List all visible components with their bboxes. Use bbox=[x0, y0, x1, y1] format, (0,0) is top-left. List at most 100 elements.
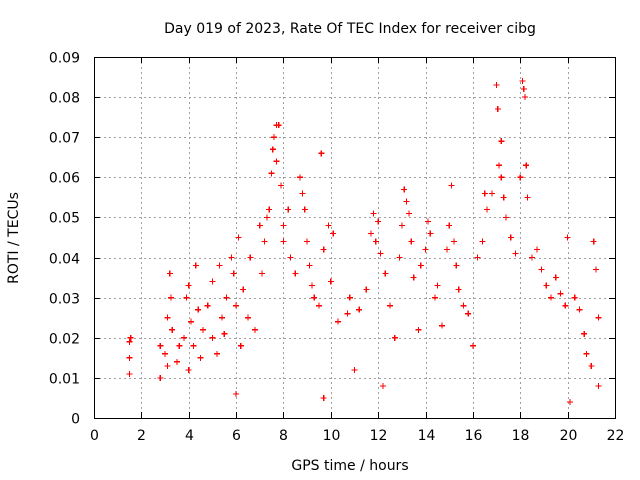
data-point bbox=[391, 334, 398, 341]
data-point bbox=[297, 174, 304, 181]
data-point bbox=[173, 358, 180, 365]
data-point bbox=[190, 342, 197, 349]
x-tick-label: 20 bbox=[560, 428, 578, 444]
data-point bbox=[325, 222, 332, 229]
data-point bbox=[188, 318, 195, 325]
data-point bbox=[424, 218, 431, 225]
data-point bbox=[268, 170, 275, 177]
data-point bbox=[252, 326, 259, 333]
x-tick-label: 8 bbox=[279, 428, 288, 444]
data-point bbox=[474, 254, 481, 261]
data-point bbox=[327, 278, 334, 285]
data-point bbox=[529, 254, 536, 261]
data-point bbox=[443, 246, 450, 253]
y-tick-label: 0.05 bbox=[49, 211, 80, 227]
data-point bbox=[396, 254, 403, 261]
data-point bbox=[157, 374, 164, 381]
data-points bbox=[126, 78, 602, 405]
data-point bbox=[280, 222, 287, 229]
data-point bbox=[204, 302, 211, 309]
y-tick-label: 0.01 bbox=[49, 372, 80, 388]
data-point bbox=[408, 238, 415, 245]
data-point bbox=[126, 354, 133, 361]
data-point bbox=[415, 326, 422, 333]
data-point bbox=[538, 266, 545, 273]
data-point bbox=[465, 310, 472, 317]
data-point bbox=[557, 290, 564, 297]
data-point bbox=[285, 206, 292, 213]
y-tick-label: 0.06 bbox=[49, 171, 80, 187]
y-tick-label: 0.08 bbox=[49, 91, 80, 107]
data-point bbox=[522, 94, 529, 101]
data-point bbox=[484, 206, 491, 213]
y-tick-label: 0.09 bbox=[49, 51, 80, 67]
y-tick-label: 0 bbox=[71, 412, 80, 428]
data-point bbox=[382, 270, 389, 277]
data-point bbox=[127, 334, 134, 341]
data-point bbox=[494, 106, 501, 113]
data-point bbox=[299, 190, 306, 197]
data-point bbox=[520, 86, 527, 93]
x-tick-label: 18 bbox=[512, 428, 530, 444]
data-point bbox=[372, 238, 379, 245]
x-tick-label: 12 bbox=[370, 428, 388, 444]
data-point bbox=[595, 314, 602, 321]
data-point bbox=[571, 294, 578, 301]
data-point bbox=[523, 162, 530, 169]
data-point bbox=[524, 194, 531, 201]
data-point bbox=[320, 394, 327, 401]
data-point bbox=[422, 246, 429, 253]
data-point bbox=[507, 234, 514, 241]
data-point bbox=[311, 294, 318, 301]
data-point bbox=[405, 210, 412, 217]
data-point bbox=[320, 246, 327, 253]
data-point bbox=[228, 254, 235, 261]
x-tick-label: 14 bbox=[418, 428, 436, 444]
data-point bbox=[401, 186, 408, 193]
gridlines bbox=[94, 57, 615, 418]
data-point bbox=[315, 302, 322, 309]
data-point bbox=[460, 302, 467, 309]
data-point bbox=[548, 294, 555, 301]
y-tick-label: 0.02 bbox=[49, 332, 80, 348]
data-point bbox=[235, 234, 242, 241]
plot-frame bbox=[94, 57, 616, 419]
data-point bbox=[304, 238, 311, 245]
data-point bbox=[519, 78, 526, 85]
data-point bbox=[417, 262, 424, 269]
data-point bbox=[588, 362, 595, 369]
data-point bbox=[199, 326, 206, 333]
data-point bbox=[344, 310, 351, 317]
data-point bbox=[503, 214, 510, 221]
data-point bbox=[195, 306, 202, 313]
data-point bbox=[593, 266, 600, 273]
data-point bbox=[185, 366, 192, 373]
data-point bbox=[197, 354, 204, 361]
data-point bbox=[221, 330, 228, 337]
data-point bbox=[469, 342, 476, 349]
x-tick-label: 2 bbox=[137, 428, 146, 444]
data-point bbox=[176, 342, 183, 349]
data-point bbox=[495, 162, 502, 169]
data-point bbox=[266, 206, 273, 213]
data-point bbox=[583, 350, 590, 357]
data-point bbox=[479, 238, 486, 245]
data-point bbox=[498, 174, 505, 181]
data-point bbox=[334, 318, 341, 325]
data-point bbox=[377, 250, 384, 257]
data-point bbox=[318, 150, 325, 157]
data-point bbox=[269, 146, 276, 153]
data-point bbox=[562, 302, 569, 309]
data-point bbox=[230, 270, 237, 277]
data-point bbox=[270, 134, 277, 141]
data-point bbox=[278, 182, 285, 189]
data-point bbox=[167, 294, 174, 301]
data-point bbox=[379, 382, 386, 389]
data-point bbox=[126, 338, 133, 345]
data-point bbox=[218, 314, 225, 321]
data-point bbox=[455, 286, 462, 293]
data-point bbox=[185, 282, 192, 289]
data-point bbox=[330, 230, 337, 237]
data-point bbox=[157, 342, 164, 349]
